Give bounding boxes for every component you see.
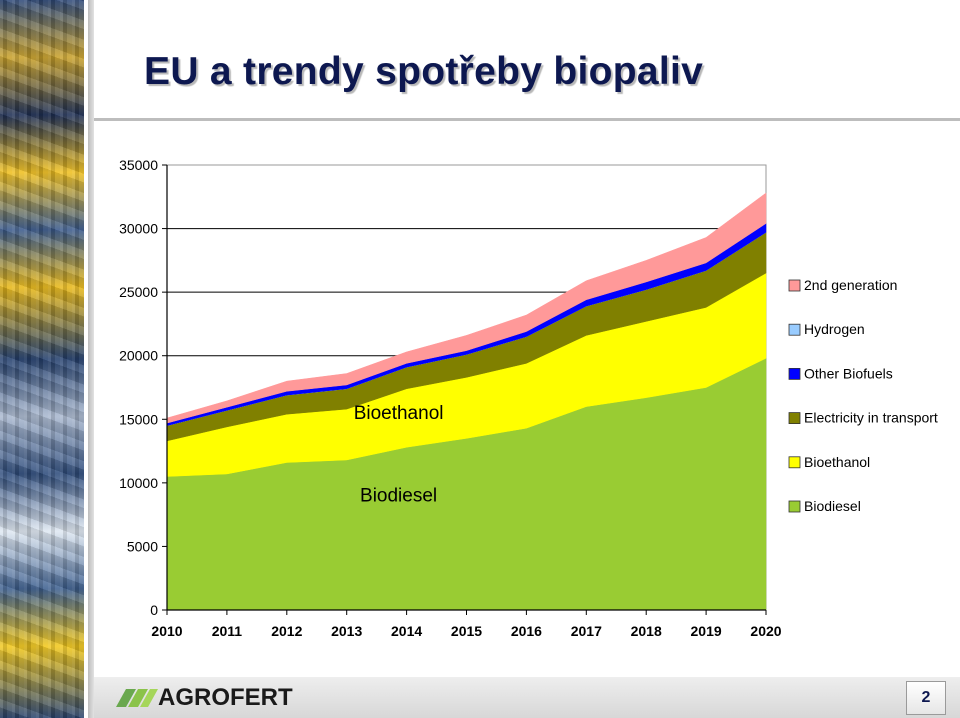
y-tick-label: 25000 — [119, 284, 158, 300]
legend-label: Hydrogen — [804, 321, 865, 337]
legend-label: Electricity in transport — [804, 410, 938, 426]
x-tick-label: 2011 — [212, 623, 243, 639]
legend-label: Biodiesel — [804, 498, 861, 514]
x-tick-label: 2015 — [451, 623, 482, 639]
legend-label: Bioethanol — [804, 454, 870, 470]
logo-text: AGROFERT — [158, 684, 293, 711]
legend-swatch — [788, 412, 801, 425]
y-tick-label: 35000 — [119, 157, 158, 173]
x-tick-label: 2016 — [511, 623, 542, 639]
legend-swatch — [788, 500, 801, 513]
x-tick-label: 2017 — [571, 623, 602, 639]
area-2nd-generation — [166, 192, 767, 424]
x-tick-label: 2019 — [691, 623, 722, 639]
decorative-side-image — [0, 0, 84, 718]
legend-swatch — [788, 279, 801, 292]
x-tick-label: 2020 — [750, 623, 781, 639]
vertical-separator — [88, 0, 94, 718]
legend-label: Other Biofuels — [804, 365, 893, 381]
y-tick-label: 20000 — [119, 348, 158, 364]
x-tick-label: 2012 — [271, 623, 302, 639]
x-tick-label: 2014 — [391, 623, 422, 639]
legend-swatch — [788, 323, 801, 336]
y-tick-label: 30000 — [119, 221, 158, 237]
legend-swatch — [788, 367, 801, 380]
legend-swatch — [788, 456, 801, 469]
x-tick-label: 2010 — [151, 623, 182, 639]
y-tick-label: 0 — [150, 602, 158, 618]
title-underline — [94, 118, 960, 121]
slide-title: EU a trendy spotřeby biopaliv — [144, 50, 704, 93]
y-tick-label: 10000 — [119, 475, 158, 491]
y-tick-label: 15000 — [119, 411, 158, 427]
stacked-area-chart: 0 5000 10000 15000 20000 25000 30000 35000 2010 2… — [119, 157, 938, 639]
annotation-biodiesel: Biodiesel — [360, 486, 437, 507]
x-tick-label: 2018 — [631, 623, 662, 639]
annotation-bioethanol: Bioethanol — [354, 403, 444, 424]
page-number: 2 — [906, 681, 946, 715]
agrofert-logo: AGROFERT — [114, 684, 293, 711]
legend-label: 2nd generation — [804, 277, 897, 293]
y-tick-label: 5000 — [127, 538, 158, 554]
footer-bar: AGROFERT 2 — [94, 677, 960, 718]
x-tick-label: 2013 — [331, 623, 362, 639]
logo-leaf-icon — [116, 689, 158, 707]
